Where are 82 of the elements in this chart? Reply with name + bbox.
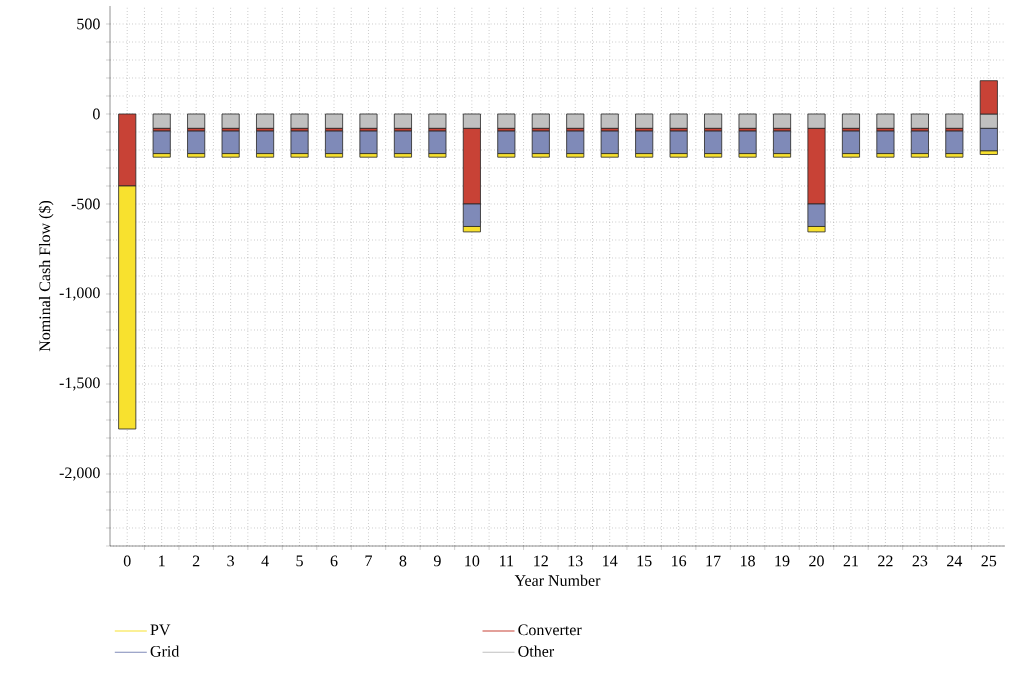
bar	[669, 130, 688, 154]
bar	[635, 130, 654, 154]
x-tick-label: 10	[465, 555, 480, 567]
bar	[600, 113, 619, 129]
x-tick-label: 4	[261, 555, 269, 567]
bar	[359, 113, 378, 129]
bar	[704, 113, 723, 129]
bar	[393, 113, 412, 129]
bar	[359, 130, 378, 154]
x-tick-label: 15	[637, 555, 652, 567]
legend-label: Converter	[518, 624, 582, 636]
bar	[945, 130, 964, 154]
y-tick-label: -2,000	[59, 467, 100, 481]
x-tick-label: 5	[296, 555, 303, 567]
bar	[187, 113, 206, 129]
bar	[738, 113, 757, 129]
bar	[497, 130, 516, 154]
x-tick-label: 24	[947, 555, 963, 567]
bar	[841, 130, 860, 154]
bar	[910, 113, 929, 129]
bar	[635, 113, 654, 129]
bar	[773, 130, 792, 154]
bar	[841, 113, 860, 129]
x-tick-label: 20	[809, 555, 824, 567]
bar	[531, 113, 550, 129]
y-tick-label: -500	[71, 198, 100, 210]
bar	[152, 113, 171, 129]
bar	[256, 113, 275, 129]
bar	[221, 130, 240, 154]
x-tick-label: 14	[603, 555, 618, 567]
x-tick-label: 1	[159, 555, 165, 567]
y-tick-label: 0	[93, 108, 100, 120]
bar	[325, 130, 344, 154]
x-tick-label: 18	[740, 555, 755, 567]
bar	[669, 113, 688, 129]
x-tick-label: 12	[534, 555, 548, 567]
x-tick-label: 7	[365, 555, 372, 567]
x-tick-label: 6	[330, 555, 338, 567]
bar	[428, 113, 447, 129]
legend-label: Other	[518, 645, 555, 657]
bar	[325, 113, 344, 129]
y-tick-label: -1,500	[59, 377, 100, 391]
x-tick-label: 8	[399, 555, 407, 567]
bar	[187, 130, 206, 154]
x-tick-label: 19	[775, 555, 790, 567]
bar	[290, 113, 309, 129]
x-tick-label: 2	[192, 555, 200, 567]
bar	[876, 130, 895, 154]
x-tick-label: 11	[500, 555, 514, 567]
bar	[910, 130, 929, 154]
bar	[704, 130, 723, 154]
bar	[773, 113, 792, 129]
bar	[738, 130, 757, 154]
x-tick-label: 16	[672, 555, 687, 567]
x-tick-label: 9	[433, 555, 441, 567]
x-tick-label: 0	[123, 555, 131, 567]
x-tick-label: 23	[912, 555, 928, 567]
bar	[290, 130, 309, 154]
bar	[531, 130, 550, 154]
x-tick-label: 13	[568, 555, 583, 567]
bar	[600, 130, 619, 154]
bar	[945, 113, 964, 129]
bar	[428, 130, 447, 154]
bar	[256, 130, 275, 154]
x-tick-label: 25	[981, 555, 997, 567]
x-tick-label: 22	[878, 555, 893, 567]
bar	[566, 130, 585, 154]
legend-label: Grid	[150, 645, 180, 657]
bar	[497, 113, 516, 129]
y-axis-title: Nominal Cash Flow ($)	[38, 200, 54, 352]
bar	[152, 130, 171, 154]
x-tick-label: 3	[227, 555, 234, 567]
y-tick-label: 500	[77, 18, 100, 30]
x-axis-title: Year Number	[514, 574, 601, 586]
x-tick-label: 21	[843, 555, 859, 567]
bar	[393, 130, 412, 154]
bar	[221, 113, 240, 129]
legend-label: PV	[150, 624, 171, 636]
bar	[566, 113, 585, 129]
bar	[876, 113, 895, 129]
x-tick-label: 17	[706, 555, 721, 567]
y-tick-label: -1,000	[59, 287, 100, 301]
